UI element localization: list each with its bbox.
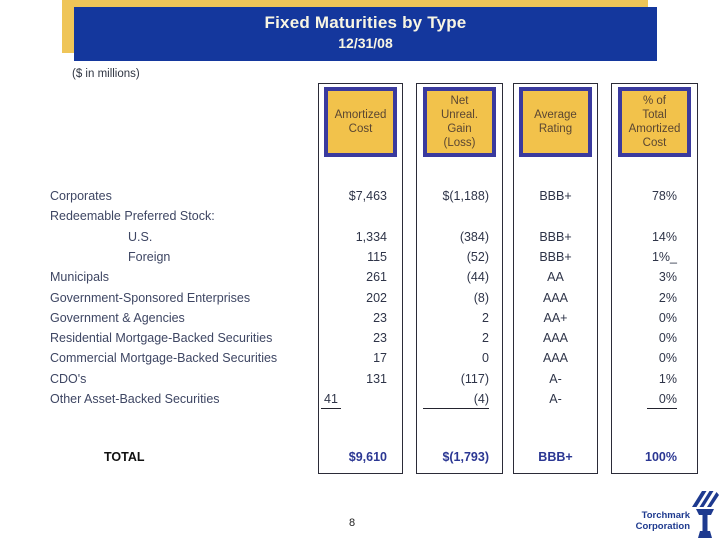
rating-value: A- xyxy=(549,392,562,406)
pct-value: 0% xyxy=(611,389,698,409)
net-unreal-value: 0 xyxy=(482,351,489,366)
amortized-cost-value: 23 xyxy=(373,310,387,325)
amortized-cost-value: 1,334 xyxy=(355,229,387,244)
table-row: Municipals 261 (44) AA 3% xyxy=(0,267,720,287)
pct-value: 0% xyxy=(658,310,677,325)
pct-value: 0% xyxy=(658,351,677,366)
row-label: Municipals xyxy=(50,270,110,285)
total-row: TOTAL $9,610 $(1,793) BBB+ 100% xyxy=(0,447,720,467)
net-unreal-value: (52) xyxy=(466,249,489,264)
rating-value: AAA xyxy=(542,351,568,366)
row-label: Other Asset-Backed Securities xyxy=(50,392,220,406)
rating-value: AAA xyxy=(542,331,568,346)
table-row: Commercial Mortgage-Backed Securities 17… xyxy=(0,348,720,368)
rating-value: A- xyxy=(549,371,562,386)
row-label: Government-Sponsored Enterprises xyxy=(50,290,251,305)
slide-title: Fixed Maturities by Type xyxy=(264,13,467,32)
table-row: Residential Mortgage-Backed Securities 2… xyxy=(0,328,720,348)
net-unreal-value: 2 xyxy=(482,310,489,325)
amortized-cost-value: 41 xyxy=(318,389,403,409)
total-label: TOTAL xyxy=(104,450,145,464)
net-unreal-value: (4) xyxy=(416,389,503,409)
pct-value: 0% xyxy=(658,331,677,346)
pct-value: 1% xyxy=(658,371,677,386)
total-rating: BBB+ xyxy=(538,450,573,464)
pct-value: 3% xyxy=(658,270,677,285)
amortized-cost-value: 131 xyxy=(366,371,387,386)
slide-subtitle: 12/31/08 xyxy=(338,35,393,51)
row-label: Corporates xyxy=(50,189,112,203)
table-row: Other Asset-Backed Securities 41 (4) A- … xyxy=(0,389,720,409)
column-average-rating: Average Rating xyxy=(513,83,598,474)
table-row: Corporates $7,463 $(1,188) BBB+ 78% xyxy=(0,186,720,206)
torchmark-torch-icon xyxy=(692,491,719,538)
table-row: U.S. 1,334 (384) BBB+ 14% xyxy=(0,227,720,247)
pct-value: 78% xyxy=(651,189,677,203)
rating-value: AA+ xyxy=(543,310,568,325)
row-label: Redeemable Preferred Stock: xyxy=(50,209,215,224)
table-row: Government & Agencies 23 2 AA+ 0% xyxy=(0,308,720,328)
column-net-unreal-gain-loss: Net Unreal. Gain (Loss) xyxy=(416,83,503,474)
logo-line1: Torchmark xyxy=(641,510,690,521)
net-unreal-value: $(1,188) xyxy=(442,189,489,203)
amortized-cost-value: 115 xyxy=(367,249,387,264)
net-unreal-value: (8) xyxy=(473,290,489,305)
pct-value: 1%_ xyxy=(651,249,677,264)
logo-line2: Corporation xyxy=(635,521,690,532)
row-label: Commercial Mortgage-Backed Securities xyxy=(50,351,278,366)
column-amortized-cost: Amortized Cost xyxy=(318,83,403,474)
amortized-cost-value: 23 xyxy=(373,331,387,346)
title-banner: Fixed Maturities by Type 12/31/08 xyxy=(74,7,657,61)
row-label: U.S. xyxy=(128,229,153,244)
net-unreal-value: 2 xyxy=(482,331,489,346)
rating-value: BBB+ xyxy=(539,189,572,203)
table-row: Foreign 115 (52) BBB+ 1%_ xyxy=(0,247,720,267)
row-label: Residential Mortgage-Backed Securities xyxy=(50,331,273,346)
rating-value: AAA xyxy=(542,290,568,305)
table-row: Redeemable Preferred Stock: xyxy=(0,206,720,226)
logo-text: Torchmark Corporation xyxy=(628,510,690,532)
total-pct: 100% xyxy=(645,450,677,464)
total-net-unreal: $(1,793) xyxy=(442,450,489,464)
rating-value: BBB+ xyxy=(539,249,572,264)
amortized-cost-value: 202 xyxy=(366,290,387,305)
row-label: Government & Agencies xyxy=(50,310,185,325)
table-row: Government-Sponsored Enterprises 202 (8)… xyxy=(0,288,720,308)
column-header-amortized-cost: Amortized Cost xyxy=(324,87,397,157)
amortized-cost-value: $7,463 xyxy=(348,189,387,203)
column-pct-total-amortized-cost: % of Total Amortized Cost xyxy=(611,83,698,474)
pct-value: 2% xyxy=(658,290,677,305)
column-header-net-unreal-gain-loss: Net Unreal. Gain (Loss) xyxy=(423,87,496,157)
column-header-pct-total-amortized-cost: % of Total Amortized Cost xyxy=(618,87,691,157)
total-amortized-cost: $9,610 xyxy=(348,450,387,464)
table-row: CDO's 131 (117) A- 1% xyxy=(0,369,720,389)
pct-value: 14% xyxy=(651,229,677,244)
amortized-cost-value: 261 xyxy=(366,270,387,285)
net-unreal-value: (117) xyxy=(460,371,489,386)
column-header-average-rating: Average Rating xyxy=(519,87,592,157)
rating-value: AA xyxy=(547,270,564,285)
amortized-cost-value: 17 xyxy=(373,351,387,366)
page-number: 8 xyxy=(349,517,356,529)
row-label: CDO's xyxy=(50,371,87,386)
row-label: Foreign xyxy=(128,249,171,264)
units-note: ($ in millions) xyxy=(72,68,140,80)
net-unreal-value: (44) xyxy=(466,270,489,285)
net-unreal-value: (384) xyxy=(459,229,489,244)
rating-value: BBB+ xyxy=(539,229,572,244)
